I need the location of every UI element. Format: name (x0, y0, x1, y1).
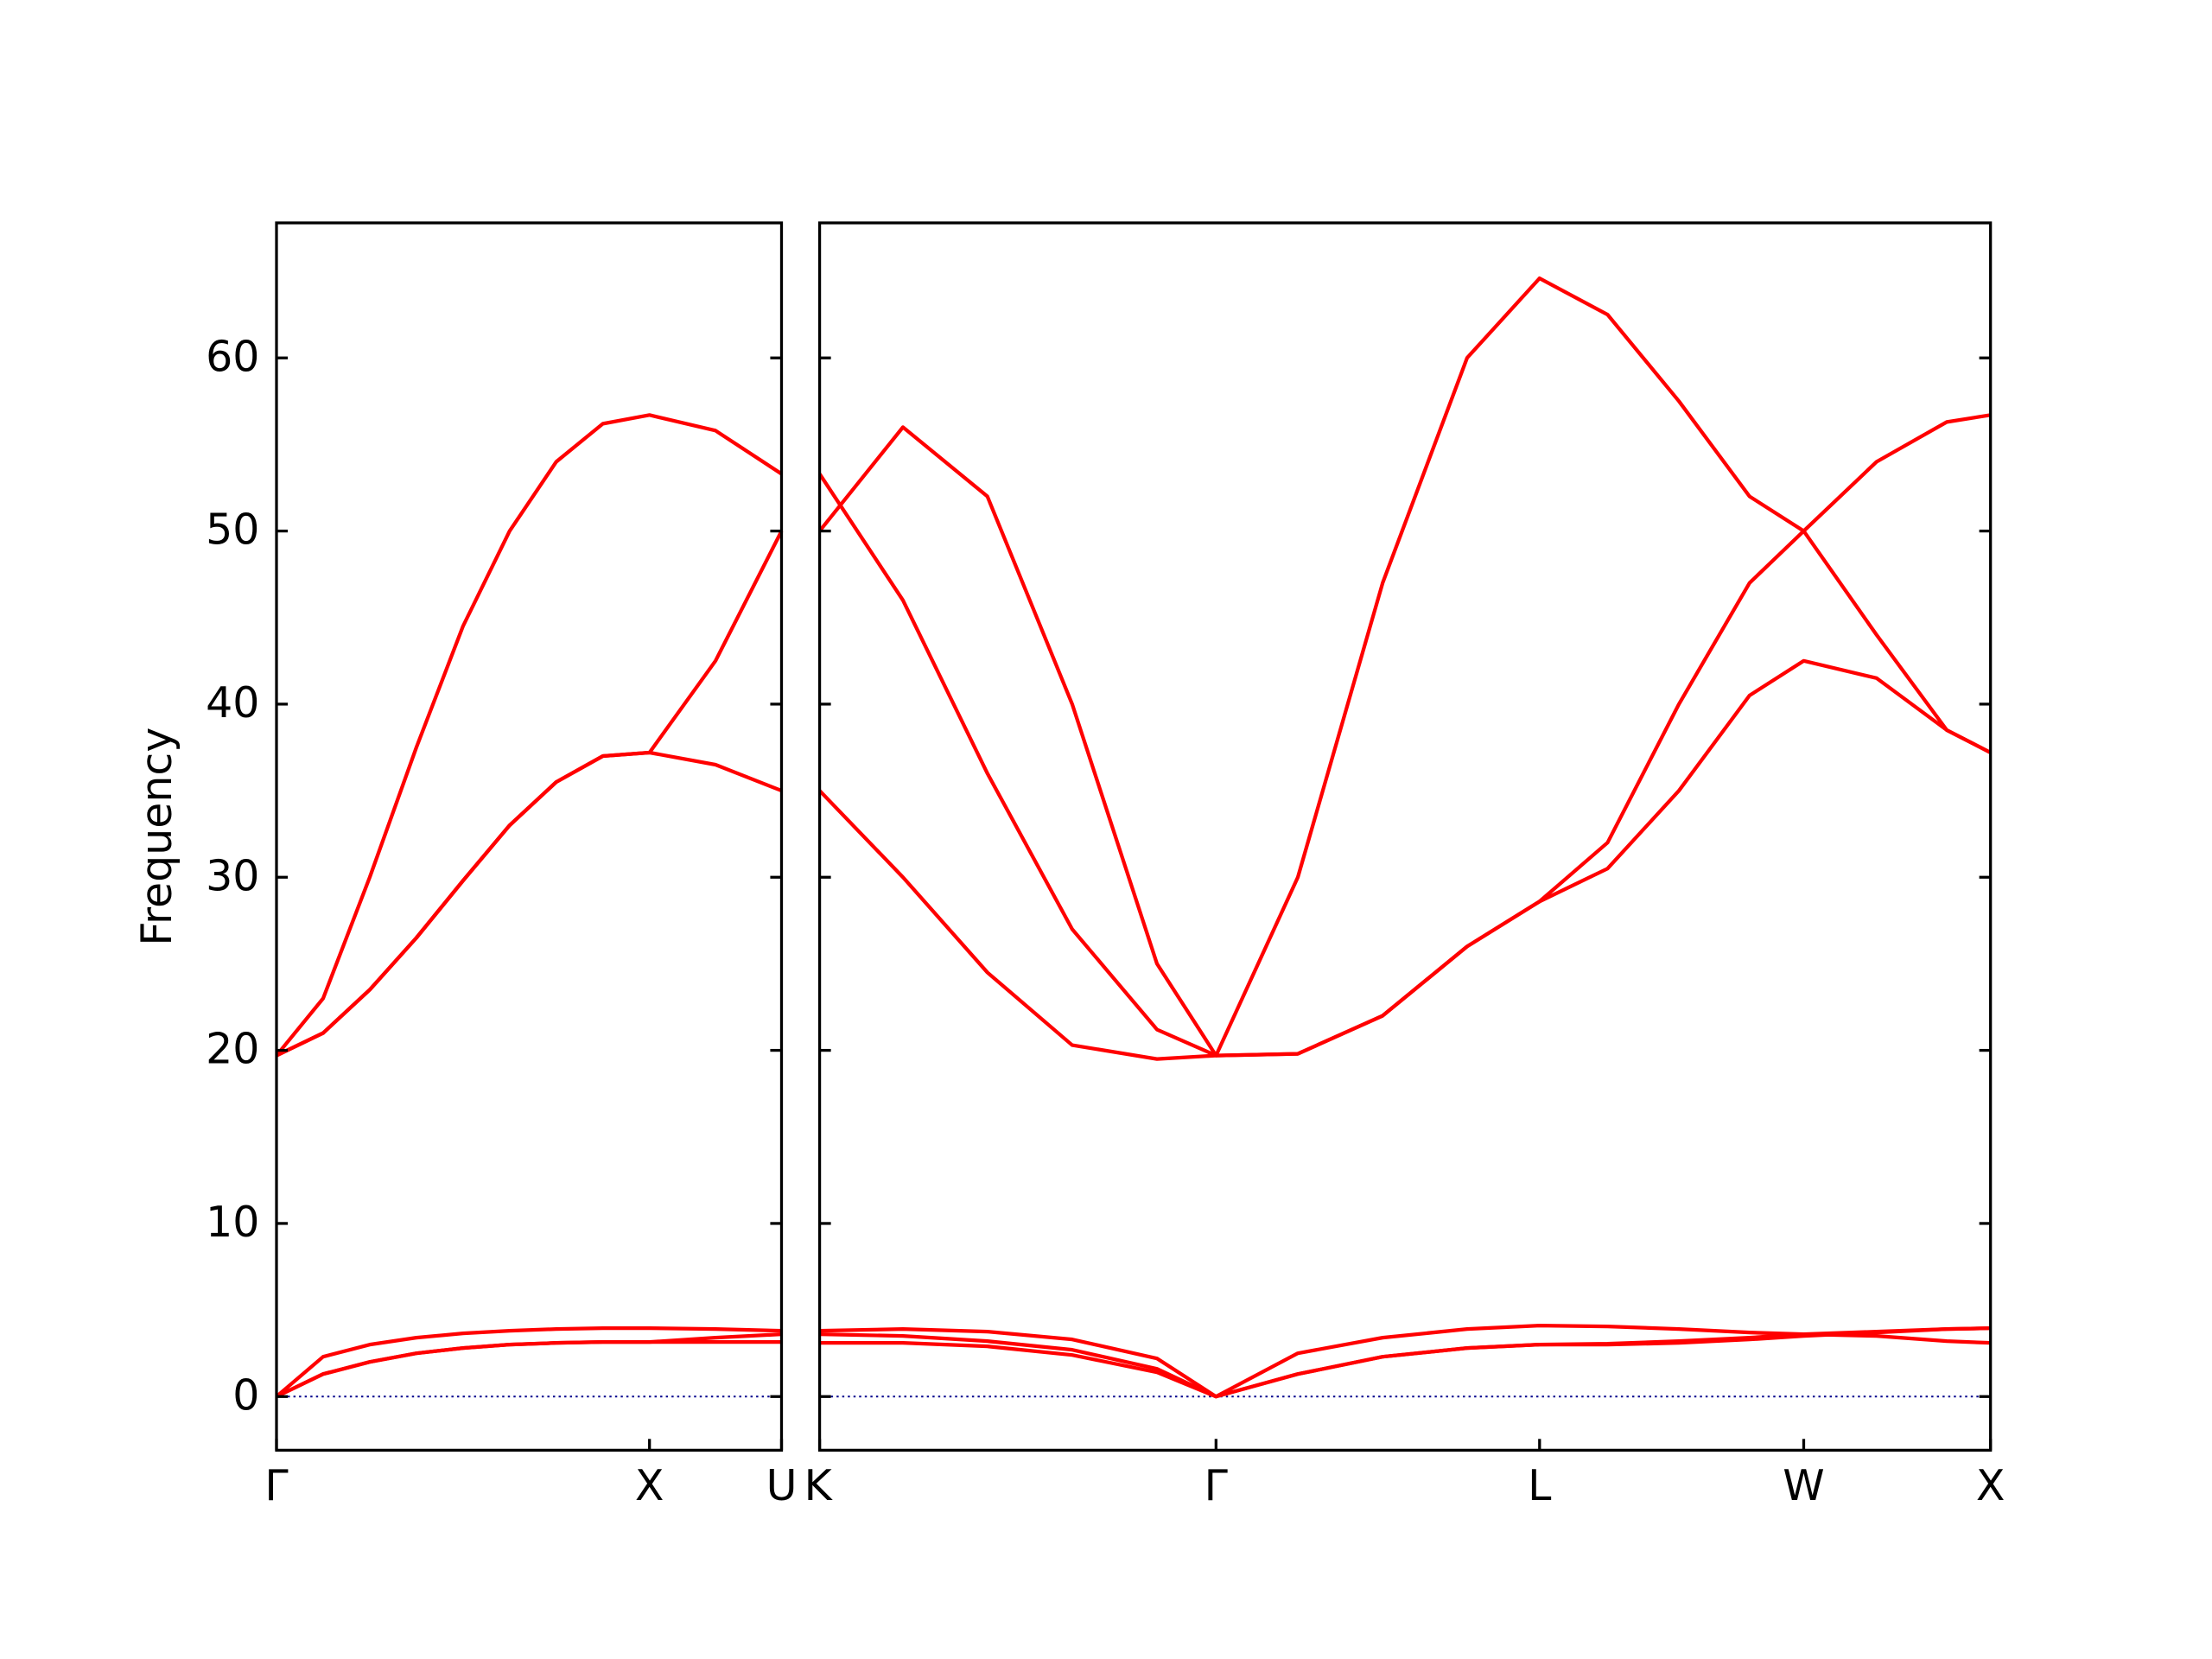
band-line (275, 413, 783, 1057)
y-axis-label: Frequency (132, 728, 181, 946)
y-tick-label: 20 (206, 1025, 259, 1074)
y-tick-label: 50 (206, 505, 259, 555)
band-line (276, 750, 783, 1058)
x-tick-label: L (1528, 1461, 1552, 1510)
y-tick-label: 10 (206, 1198, 259, 1247)
x-tick-label: X (635, 1461, 664, 1510)
band-line (276, 1340, 782, 1399)
x-tick-label: K (804, 1461, 834, 1510)
x-tick-label: Γ (1205, 1461, 1229, 1510)
band-line (818, 658, 1992, 1061)
axes-frame (817, 221, 1993, 1452)
x-tick-label: X (1976, 1461, 2005, 1510)
axes-frame (275, 221, 784, 1452)
y-tick-label: 0 (232, 1370, 259, 1420)
band-line (276, 530, 784, 1058)
y-tick-label: 40 (206, 678, 259, 728)
x-tick-label: W (1783, 1461, 1824, 1510)
x-tick-label: U (766, 1461, 798, 1510)
band-line (817, 276, 1992, 1058)
band-line (819, 1326, 1991, 1399)
y-tick-label: 60 (206, 332, 259, 381)
band-line (275, 1326, 782, 1398)
band-line (819, 1332, 1991, 1399)
x-tick-label: Γ (264, 1461, 289, 1510)
y-tick-label: 30 (206, 851, 259, 900)
